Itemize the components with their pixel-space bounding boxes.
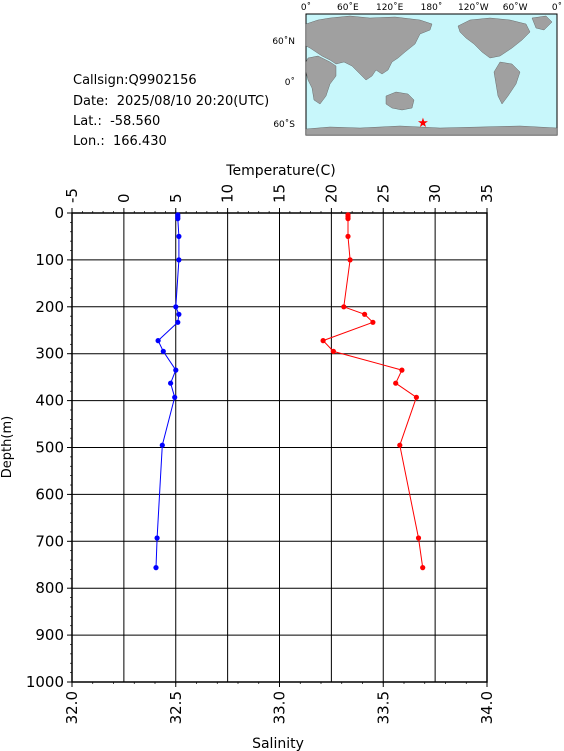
map-land-antarctica: [305, 125, 558, 136]
temperature-data-point: [155, 338, 161, 344]
depth-tick-label: 1000: [26, 673, 64, 691]
temperature-data-point: [176, 257, 182, 263]
salinity-data-point: [399, 367, 405, 373]
temperature-tick-label: 15: [271, 184, 289, 203]
depth-tick-label: 700: [35, 532, 64, 550]
salinity-tick-label: 33.0: [271, 691, 289, 724]
temperature-data-point: [159, 442, 165, 448]
temperature-data-point: [172, 394, 178, 400]
map-land-africa: [305, 55, 337, 105]
depth-axis-label: Depth(m): [0, 416, 15, 478]
latitude-text: Lat.: -58.560: [73, 114, 161, 129]
map-longitude-label: 0˚: [552, 2, 562, 13]
map-longitude-label: 0˚: [301, 2, 311, 13]
salinity-tick-label: 32.5: [167, 691, 185, 724]
salinity-data-point: [370, 319, 376, 325]
depth-tick-label: 200: [35, 298, 64, 316]
salinity-data-point: [362, 311, 368, 317]
salinity-data-point: [341, 304, 347, 310]
salinity-data-point: [393, 380, 399, 386]
temperature-axis-label: Temperature(C): [225, 163, 335, 179]
map-latitude-label: 60˚N: [272, 36, 295, 47]
depth-tick-label: 900: [35, 626, 64, 644]
map-longitude-labels: 0˚ 60˚E 120˚E 180˚ 120˚W 60˚W 0˚: [301, 2, 562, 13]
temperature-tick-label: -5: [63, 188, 81, 203]
depth-tick-label: 100: [35, 251, 64, 269]
salinity-data-point: [345, 216, 351, 222]
temperature-profile-line: [155, 214, 180, 568]
chart-axes: [67, 208, 488, 687]
date-text: Date: 2025/08/10 20:20(UTC): [73, 94, 270, 109]
depth-tick-label: 600: [35, 485, 64, 503]
depth-tick-label: 300: [35, 345, 64, 363]
map-land: [305, 15, 558, 136]
salinity-data-point: [413, 394, 419, 400]
salinity-data-point: [330, 348, 336, 354]
map-latitude-label: 60˚S: [273, 119, 295, 130]
temperature-data-point: [175, 216, 181, 222]
depth-tick-label: 400: [35, 392, 64, 410]
salinity-data-point: [345, 233, 351, 239]
temperature-tick-label: 0: [115, 193, 133, 203]
temperature-tick-label: 5: [167, 193, 185, 203]
temperature-tick-label: 35: [478, 184, 496, 203]
callsign-text: Callsign:Q9902156: [73, 73, 197, 88]
salinity-tick-label: 33.5: [374, 691, 392, 724]
map-longitude-label: 120˚W: [458, 2, 489, 13]
map-longitude-label: 180˚: [421, 2, 443, 13]
salinity-tick-label: 34.0: [478, 691, 496, 724]
temperature-data-point: [173, 304, 179, 310]
location-map: ★ 0˚ 60˚E 120˚E 180˚ 120˚W 60˚W 0˚ 60˚N 0˚ 60˚S: [272, 2, 562, 136]
temperature-data-point: [173, 367, 179, 373]
salinity-data-point: [320, 338, 326, 344]
temperature-tick-label: 25: [374, 184, 392, 203]
salinity-data-point: [397, 442, 403, 448]
temperature-tick-label: 30: [426, 184, 444, 203]
temperature-data-point: [153, 565, 159, 571]
map-marker-star: ★: [417, 116, 429, 131]
temperature-tick-label: 10: [219, 184, 237, 203]
salinity-axis-label: Salinity: [252, 736, 304, 751]
map-land-australia: [385, 91, 415, 111]
map-land-europe-asia: [305, 15, 433, 81]
map-land-north-america: [457, 17, 531, 59]
temperature-data-point: [168, 380, 174, 386]
salinity-data-point: [420, 565, 426, 571]
temperature-tick-label: 20: [322, 184, 340, 203]
temperature-data-point: [176, 311, 182, 317]
map-longitude-label: 60˚W: [503, 2, 528, 13]
map-longitude-label: 120˚E: [376, 2, 404, 13]
map-latitude-label: 0˚: [285, 77, 295, 88]
temperature-data-point: [175, 319, 181, 325]
temperature-data-point: [160, 348, 166, 354]
temperature-data-point: [176, 233, 182, 239]
map-latitude-labels: 60˚N 0˚ 60˚S: [272, 36, 295, 130]
longitude-text: Lon.: 166.430: [73, 134, 167, 149]
depth-tick-label: 500: [35, 439, 64, 457]
salinity-data-point: [347, 257, 353, 263]
temperature-data-point: [154, 535, 160, 541]
chart-grid: [71, 212, 488, 683]
depth-tick-label: 0: [54, 204, 64, 222]
map-land-south-america: [493, 61, 521, 105]
salinity-profile-line: [322, 214, 424, 568]
salinity-data-point: [415, 535, 422, 541]
depth-tick-label: 800: [35, 579, 64, 597]
salinity-tick-label: 32.0: [63, 691, 81, 724]
map-longitude-label: 60˚E: [337, 2, 359, 13]
map-land-greenland: [531, 15, 553, 31]
chart-series: [153, 212, 426, 571]
